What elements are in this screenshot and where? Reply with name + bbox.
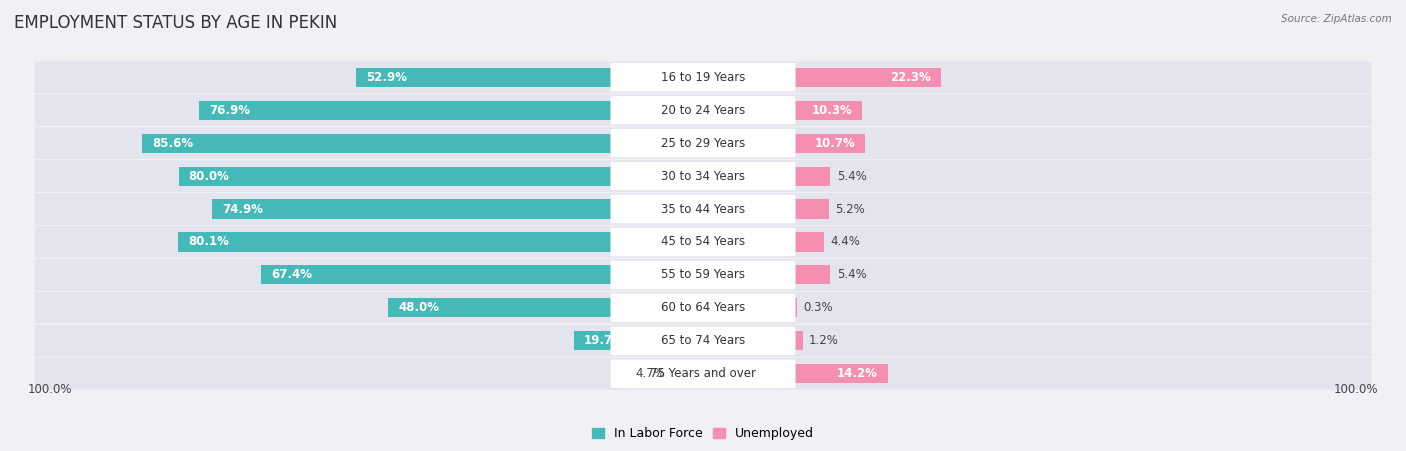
Text: 67.4%: 67.4% xyxy=(271,268,312,281)
Text: 85.6%: 85.6% xyxy=(152,137,193,150)
Text: 80.0%: 80.0% xyxy=(188,170,229,183)
Bar xyxy=(794,101,862,120)
FancyBboxPatch shape xyxy=(610,294,796,322)
Bar xyxy=(574,331,612,350)
FancyBboxPatch shape xyxy=(35,292,1371,324)
Text: 10.3%: 10.3% xyxy=(811,104,852,117)
Text: 100.0%: 100.0% xyxy=(28,383,73,396)
Text: 5.4%: 5.4% xyxy=(837,268,866,281)
Bar xyxy=(794,364,887,383)
Bar xyxy=(794,299,797,318)
Text: 0.3%: 0.3% xyxy=(803,301,832,314)
Bar xyxy=(794,166,830,186)
FancyBboxPatch shape xyxy=(35,94,1371,126)
Text: 45 to 54 Years: 45 to 54 Years xyxy=(661,235,745,249)
FancyBboxPatch shape xyxy=(35,160,1371,192)
Text: 55 to 59 Years: 55 to 59 Years xyxy=(661,268,745,281)
FancyBboxPatch shape xyxy=(35,61,1371,93)
FancyBboxPatch shape xyxy=(610,129,796,157)
FancyBboxPatch shape xyxy=(35,193,1371,225)
Text: 100.0%: 100.0% xyxy=(1333,383,1378,396)
Bar xyxy=(356,68,612,87)
Bar xyxy=(794,265,830,285)
FancyBboxPatch shape xyxy=(35,226,1371,258)
Text: 65 to 74 Years: 65 to 74 Years xyxy=(661,334,745,347)
FancyBboxPatch shape xyxy=(610,359,796,388)
Bar xyxy=(179,166,612,186)
Text: 22.3%: 22.3% xyxy=(890,71,931,84)
Bar xyxy=(794,331,803,350)
Text: 4.7%: 4.7% xyxy=(636,367,665,380)
FancyBboxPatch shape xyxy=(610,162,796,190)
Text: 5.2%: 5.2% xyxy=(835,202,865,216)
Text: 5.4%: 5.4% xyxy=(837,170,866,183)
Text: 35 to 44 Years: 35 to 44 Years xyxy=(661,202,745,216)
FancyBboxPatch shape xyxy=(610,63,796,92)
Text: 60 to 64 Years: 60 to 64 Years xyxy=(661,301,745,314)
Text: 16 to 19 Years: 16 to 19 Years xyxy=(661,71,745,84)
Text: 74.9%: 74.9% xyxy=(222,202,263,216)
Bar xyxy=(794,232,824,252)
Bar xyxy=(794,133,865,152)
FancyBboxPatch shape xyxy=(35,259,1371,291)
Text: 1.2%: 1.2% xyxy=(808,334,839,347)
FancyBboxPatch shape xyxy=(35,325,1371,357)
Bar xyxy=(200,101,612,120)
FancyBboxPatch shape xyxy=(35,127,1371,159)
Text: 10.7%: 10.7% xyxy=(814,137,855,150)
FancyBboxPatch shape xyxy=(610,261,796,289)
Bar xyxy=(142,133,612,152)
FancyBboxPatch shape xyxy=(610,228,796,256)
Text: 30 to 34 Years: 30 to 34 Years xyxy=(661,170,745,183)
Text: Source: ZipAtlas.com: Source: ZipAtlas.com xyxy=(1281,14,1392,23)
Text: 25 to 29 Years: 25 to 29 Years xyxy=(661,137,745,150)
Text: 52.9%: 52.9% xyxy=(366,71,408,84)
Text: 20 to 24 Years: 20 to 24 Years xyxy=(661,104,745,117)
Bar xyxy=(212,199,612,219)
Text: 19.7%: 19.7% xyxy=(583,334,624,347)
Text: 80.1%: 80.1% xyxy=(188,235,229,249)
Bar xyxy=(179,232,612,252)
FancyBboxPatch shape xyxy=(610,195,796,223)
FancyBboxPatch shape xyxy=(35,358,1371,390)
Text: 48.0%: 48.0% xyxy=(398,301,439,314)
Text: 75 Years and over: 75 Years and over xyxy=(650,367,756,380)
Text: 14.2%: 14.2% xyxy=(837,367,877,380)
FancyBboxPatch shape xyxy=(610,96,796,124)
FancyBboxPatch shape xyxy=(610,327,796,355)
Bar xyxy=(794,199,828,219)
Text: 4.4%: 4.4% xyxy=(830,235,860,249)
Text: 76.9%: 76.9% xyxy=(209,104,250,117)
Bar xyxy=(794,68,941,87)
Bar xyxy=(262,265,612,285)
Text: EMPLOYMENT STATUS BY AGE IN PEKIN: EMPLOYMENT STATUS BY AGE IN PEKIN xyxy=(14,14,337,32)
Legend: In Labor Force, Unemployed: In Labor Force, Unemployed xyxy=(586,423,820,446)
Bar xyxy=(388,299,612,318)
